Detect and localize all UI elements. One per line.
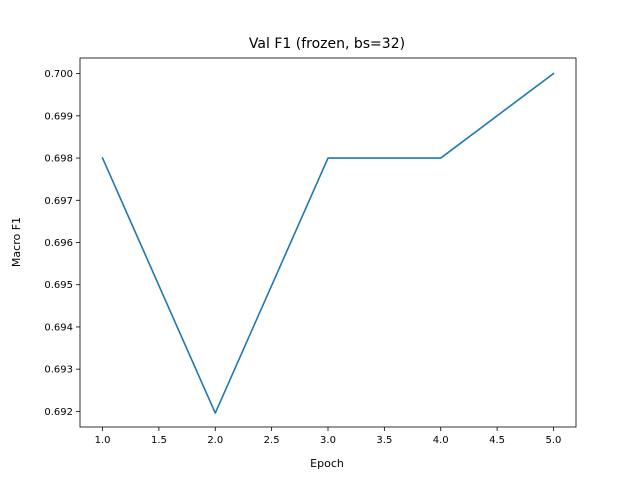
y-tick-label: 0.700 — [44, 69, 73, 80]
y-tick-label: 0.692 — [44, 407, 73, 418]
plot-area: 1.0 1.5 2.0 2.5 3.0 3.5 4.0 4.5 5.0 0.692 0.693 0.6… — [44, 57, 577, 446]
y-axis-label: Macro F1 — [10, 217, 23, 267]
x-tick-label: 5.0 — [546, 435, 562, 446]
x-tick-label: 1.0 — [95, 435, 111, 446]
x-tick-label: 4.0 — [433, 435, 449, 446]
x-tick-label: 4.5 — [489, 435, 505, 446]
y-tick-label: 0.695 — [44, 280, 73, 291]
x-axis-label: Epoch — [310, 457, 344, 470]
x-tick-label: 3.0 — [320, 435, 336, 446]
chart-title: Val F1 (frozen, bs=32) — [249, 36, 405, 52]
y-tick-label: 0.694 — [44, 322, 73, 333]
y-tick-label: 0.699 — [44, 111, 73, 122]
y-tick-label: 0.696 — [44, 238, 73, 249]
x-tick-label: 1.5 — [151, 435, 167, 446]
x-tick-label: 2.5 — [264, 435, 280, 446]
x-tick-label: 2.0 — [207, 435, 223, 446]
y-tick-label: 0.693 — [44, 365, 73, 376]
series-line — [101, 72, 555, 414]
x-tick-label: 3.5 — [376, 435, 392, 446]
y-tick-label: 0.698 — [44, 154, 73, 165]
y-tick-label: 0.697 — [44, 196, 73, 207]
